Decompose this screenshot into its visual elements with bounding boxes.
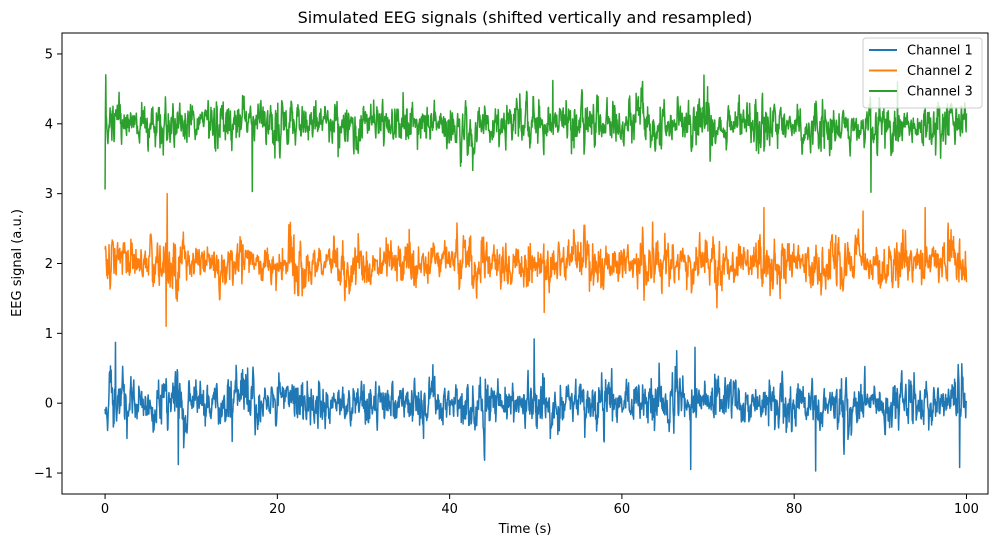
chart-title: Simulated EEG signals (shifted verticall… — [298, 8, 753, 27]
series-line-1 — [104, 338, 968, 472]
y-axis-title: EEG signal (a.u.) — [10, 209, 25, 317]
x-tick-label: 100 — [954, 502, 979, 517]
legend-label-1: Channel 1 — [907, 44, 973, 59]
legend-label-2: Channel 2 — [907, 64, 973, 79]
x-axis-title: Time (s) — [498, 522, 552, 537]
y-tick-label: 2 — [45, 257, 53, 272]
y-tick-label: 0 — [45, 397, 53, 412]
x-tick-label: 60 — [614, 502, 631, 517]
y-tick-label: 5 — [45, 47, 53, 62]
y-tick-label: −1 — [34, 467, 53, 482]
plot-series — [104, 74, 968, 472]
x-tick-label: 40 — [441, 502, 458, 517]
y-tick-label: 4 — [45, 117, 53, 132]
x-axis: 0 20 40 60 80 100 — [101, 494, 979, 517]
y-tick-label: 1 — [45, 327, 53, 342]
legend: Channel 1 Channel 2 Channel 3 — [862, 37, 983, 109]
legend-label-3: Channel 3 — [907, 85, 973, 100]
y-axis: −1 0 1 2 3 4 5 — [34, 47, 62, 482]
series-line-3 — [104, 74, 968, 193]
series-line-2 — [104, 192, 968, 328]
x-tick-label: 20 — [269, 502, 286, 517]
x-tick-label: 80 — [786, 502, 803, 517]
y-tick-label: 3 — [45, 187, 53, 202]
x-tick-label: 0 — [101, 502, 109, 517]
